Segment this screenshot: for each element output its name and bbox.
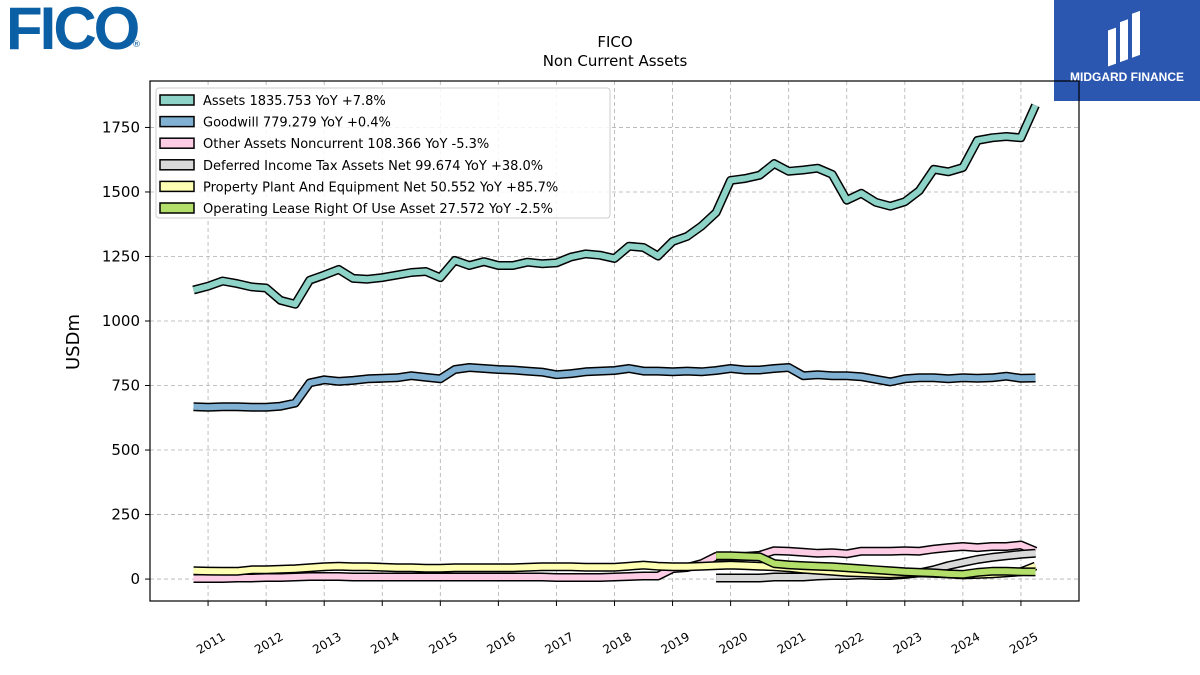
legend-entry-label: Other Assets Noncurrent 108.366 YoY -5.3…	[203, 137, 489, 152]
legend-swatch	[159, 137, 195, 149]
fico-logo-text: FICO	[6, 0, 140, 62]
y-tick-label: 1000	[102, 312, 140, 330]
chart-title-block: FICO Non Current Assets	[0, 33, 1200, 71]
legend-entry-label: Deferred Income Tax Assets Net 99.674 Yo…	[203, 159, 543, 174]
legend: Assets 1835.753 YoY +7.8% Goodwill 779.27…	[155, 87, 611, 219]
legend-swatch	[159, 180, 195, 193]
axes: 0 250 500 750 1000 1250 1500 1750 2011 2012 2013 20…	[102, 118, 1041, 656]
x-tick-label: 2025	[1007, 629, 1040, 656]
x-tick-label: 2021	[775, 629, 808, 656]
chart-title: FICO	[597, 33, 633, 51]
legend-entry-label: Goodwill 779.279 YoY +0.4%	[203, 116, 391, 131]
x-tick-label: 2017	[542, 629, 575, 656]
x-tick-label: 2012	[252, 629, 285, 656]
y-tick-label: 250	[111, 506, 140, 524]
midgard-finance-logo: MIDGARD FINANCE	[1054, 0, 1200, 101]
x-tick-label: 2016	[484, 629, 517, 656]
fico-logo: FICO ®	[6, 0, 141, 62]
x-tick-label: 2011	[194, 629, 227, 656]
x-tick-label: 2014	[368, 629, 401, 656]
legend-swatch	[159, 202, 195, 214]
midgard-finance-logo-text: MIDGARD FINANCE	[1070, 70, 1184, 84]
legend-swatch	[159, 159, 195, 171]
x-tick-label: 2019	[659, 629, 692, 656]
legend-swatch	[159, 115, 195, 128]
legend-swatch	[159, 94, 195, 106]
x-tick-label: 2023	[891, 629, 924, 656]
legend-entry-label: Assets 1835.753 YoY +7.8%	[203, 94, 386, 109]
legend-box	[155, 87, 611, 219]
legend-entry-label: Operating Lease Right Of Use Asset 27.57…	[203, 202, 553, 217]
x-tick-label: 2015	[426, 629, 459, 656]
x-tick-label: 2024	[949, 629, 982, 656]
y-tick-label: 0	[130, 570, 140, 588]
y-axis-label: USDm	[63, 314, 84, 370]
x-tick-label: 2022	[833, 629, 866, 656]
y-tick-label: 1750	[102, 118, 140, 136]
series-2-line	[193, 364, 1036, 411]
legend-entry-label: Property Plant And Equipment Net 50.552 …	[203, 180, 558, 195]
fico-registered-mark: ®	[132, 40, 141, 50]
y-tick-label: 1500	[102, 183, 140, 201]
x-tick-label: 2020	[717, 629, 750, 656]
y-tick-label: 750	[111, 377, 140, 395]
series-3-line	[193, 542, 1037, 582]
midgard-finance-mark-icon	[1108, 10, 1140, 67]
series-lines	[192, 103, 1040, 583]
chart-subtitle: Non Current Assets	[542, 52, 688, 70]
y-tick-label: 1250	[102, 247, 140, 265]
x-tick-label: 2018	[601, 629, 634, 656]
y-tick-label: 500	[111, 441, 140, 459]
series-1-line	[192, 104, 1039, 308]
series-6-line	[716, 552, 1036, 578]
x-tick-label: 2013	[310, 629, 343, 656]
